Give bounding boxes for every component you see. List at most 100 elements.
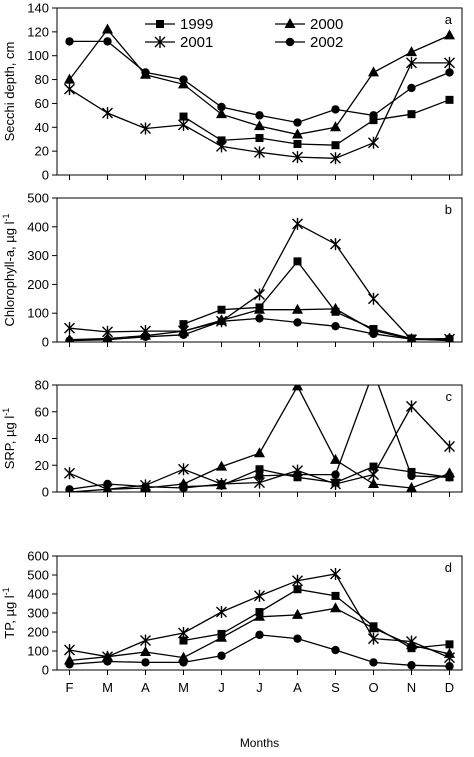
data-point-2001 bbox=[330, 238, 341, 251]
data-point-2002 bbox=[141, 658, 150, 667]
data-point-2002 bbox=[331, 105, 340, 114]
data-point-2002 bbox=[217, 317, 226, 326]
data-point-2002 bbox=[217, 102, 226, 112]
data-point-1999 bbox=[445, 95, 454, 104]
data-point-1999 bbox=[255, 465, 264, 474]
data-point-2002 bbox=[445, 473, 454, 482]
y-tick-label: 400 bbox=[27, 219, 49, 234]
data-point-2000 bbox=[368, 477, 379, 488]
data-point-2001 bbox=[254, 589, 265, 602]
data-point-2001 bbox=[368, 632, 379, 645]
data-point-2001 bbox=[254, 146, 265, 159]
panel-b: 0 100 200 300 400 500 Chlorophyll-a, µg l-1 b bbox=[1, 191, 463, 350]
data-point-2001 bbox=[254, 288, 265, 301]
data-point-2000 bbox=[216, 108, 227, 119]
y-tick-label: 0 bbox=[42, 663, 49, 678]
data-point-2001 bbox=[292, 151, 303, 164]
data-point-1999 bbox=[331, 591, 340, 600]
data-point-2001 bbox=[330, 568, 341, 581]
panel-letter: b bbox=[445, 202, 452, 217]
data-point-2002 bbox=[407, 83, 416, 93]
legend-label-2002: 2002 bbox=[310, 34, 343, 51]
data-point-2001 bbox=[64, 322, 75, 335]
data-point-2002 bbox=[407, 471, 416, 481]
y-tick-label: 300 bbox=[27, 606, 49, 621]
data-point-2002 bbox=[141, 68, 150, 77]
data-point-2002 bbox=[331, 470, 340, 479]
data-point-2000 bbox=[368, 622, 379, 633]
data-point-2002 bbox=[179, 75, 188, 84]
y-tick-label: 0 bbox=[42, 485, 49, 500]
y-tick-label: 200 bbox=[27, 277, 49, 292]
data-point-2002 bbox=[369, 111, 378, 120]
y-tick-label: 100 bbox=[27, 644, 49, 659]
y-tick-label: 0 bbox=[42, 335, 49, 350]
legend-marker-2001 bbox=[154, 36, 166, 48]
data-point-2002 bbox=[331, 645, 340, 655]
y-tick-label: 400 bbox=[27, 587, 49, 602]
legend-label-2001: 2001 bbox=[180, 34, 213, 51]
data-point-2002 bbox=[255, 314, 264, 323]
y-tick-label: 300 bbox=[27, 248, 49, 263]
data-point-2000 bbox=[254, 120, 265, 131]
data-point-2001 bbox=[64, 467, 75, 480]
data-point-2000 bbox=[330, 121, 341, 132]
data-point-2001 bbox=[406, 400, 417, 413]
x-tick-label: M bbox=[102, 680, 113, 695]
data-point-2001 bbox=[406, 635, 417, 648]
y-tick-label: 600 bbox=[27, 549, 49, 564]
data-point-2002 bbox=[65, 37, 74, 46]
data-point-2002 bbox=[293, 470, 302, 479]
data-point-2002 bbox=[217, 479, 226, 489]
data-point-2002 bbox=[179, 658, 188, 667]
data-point-2000 bbox=[368, 66, 379, 77]
data-point-2002 bbox=[445, 334, 454, 342]
series-line-2001 bbox=[69, 62, 450, 159]
y-tick-label: 40 bbox=[35, 120, 49, 135]
data-point-2002 bbox=[369, 367, 377, 375]
data-point-2002 bbox=[407, 334, 416, 342]
series-line-1999 bbox=[183, 588, 450, 649]
data-point-2002 bbox=[331, 321, 340, 331]
data-point-2001 bbox=[444, 440, 455, 453]
data-point-1999 bbox=[407, 110, 416, 119]
data-point-2002 bbox=[255, 630, 264, 640]
y-tick-label: 140 bbox=[27, 1, 49, 16]
data-point-2000 bbox=[292, 385, 303, 391]
data-point-2000 bbox=[292, 608, 303, 619]
data-point-2002 bbox=[179, 330, 188, 339]
x-tick-label: O bbox=[368, 680, 378, 695]
data-point-2001 bbox=[444, 56, 455, 69]
data-point-1999 bbox=[293, 257, 302, 266]
data-point-2001 bbox=[292, 217, 303, 230]
x-tick-label: M bbox=[178, 680, 189, 695]
data-point-2001 bbox=[368, 136, 379, 149]
data-point-2002 bbox=[407, 661, 416, 670]
data-point-2002 bbox=[255, 471, 264, 481]
data-point-2000 bbox=[406, 481, 417, 492]
data-point-2001 bbox=[330, 152, 341, 165]
x-tick-label: J bbox=[218, 680, 225, 695]
x-tick-label: F bbox=[66, 680, 74, 695]
legend-marker-2000 bbox=[284, 18, 296, 28]
data-point-2002 bbox=[369, 329, 378, 339]
y-tick-label: 40 bbox=[35, 431, 49, 446]
data-point-2000 bbox=[64, 73, 75, 84]
data-point-2000 bbox=[140, 645, 151, 656]
y-tick-label: 80 bbox=[35, 378, 49, 393]
data-point-2000 bbox=[254, 610, 265, 621]
data-point-2000 bbox=[292, 128, 303, 139]
y-axis-label: SRP, µg l-1 bbox=[1, 408, 17, 470]
y-tick-label: 100 bbox=[27, 306, 49, 321]
data-point-2000 bbox=[178, 651, 189, 662]
data-point-2000 bbox=[330, 602, 341, 613]
data-point-1999 bbox=[331, 141, 340, 150]
y-tick-label: 60 bbox=[35, 96, 49, 111]
data-point-2002 bbox=[65, 336, 74, 342]
x-tick-label: D bbox=[445, 680, 454, 695]
data-point-2002 bbox=[103, 479, 112, 489]
y-tick-label: 500 bbox=[27, 568, 49, 583]
data-point-2001 bbox=[64, 644, 75, 657]
